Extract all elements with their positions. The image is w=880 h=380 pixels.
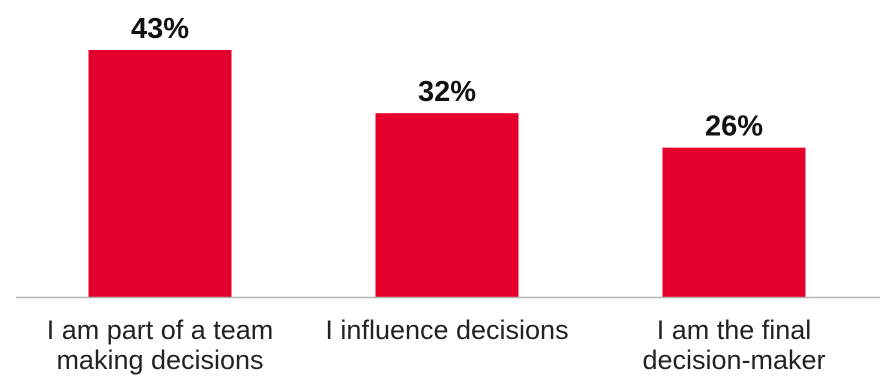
bar-3	[662, 147, 806, 297]
category-label-3: I am the final decision-maker	[642, 315, 825, 375]
category-label-3-line-2: decision-maker	[642, 345, 825, 375]
category-label-1-line-1: I am part of a team	[47, 315, 274, 345]
bar-2	[375, 113, 519, 298]
category-labels-layer: I am part of a team making decisions I inf…	[47, 315, 826, 375]
category-label-2: I influence decisions	[325, 315, 568, 345]
category-label-1: I am part of a team making decisions	[47, 315, 274, 375]
category-label-2-line-1: I influence decisions	[325, 315, 568, 345]
value-labels-layer: 43% 32% 26%	[131, 13, 763, 143]
category-label-3-line-1: I am the final	[657, 315, 812, 345]
bar-1	[88, 50, 232, 297]
value-label-1: 43%	[131, 13, 189, 45]
value-label-3: 26%	[705, 111, 763, 143]
bars-layer	[88, 50, 806, 298]
category-label-1-line-2: making decisions	[56, 345, 263, 375]
value-label-2: 32%	[418, 76, 476, 108]
